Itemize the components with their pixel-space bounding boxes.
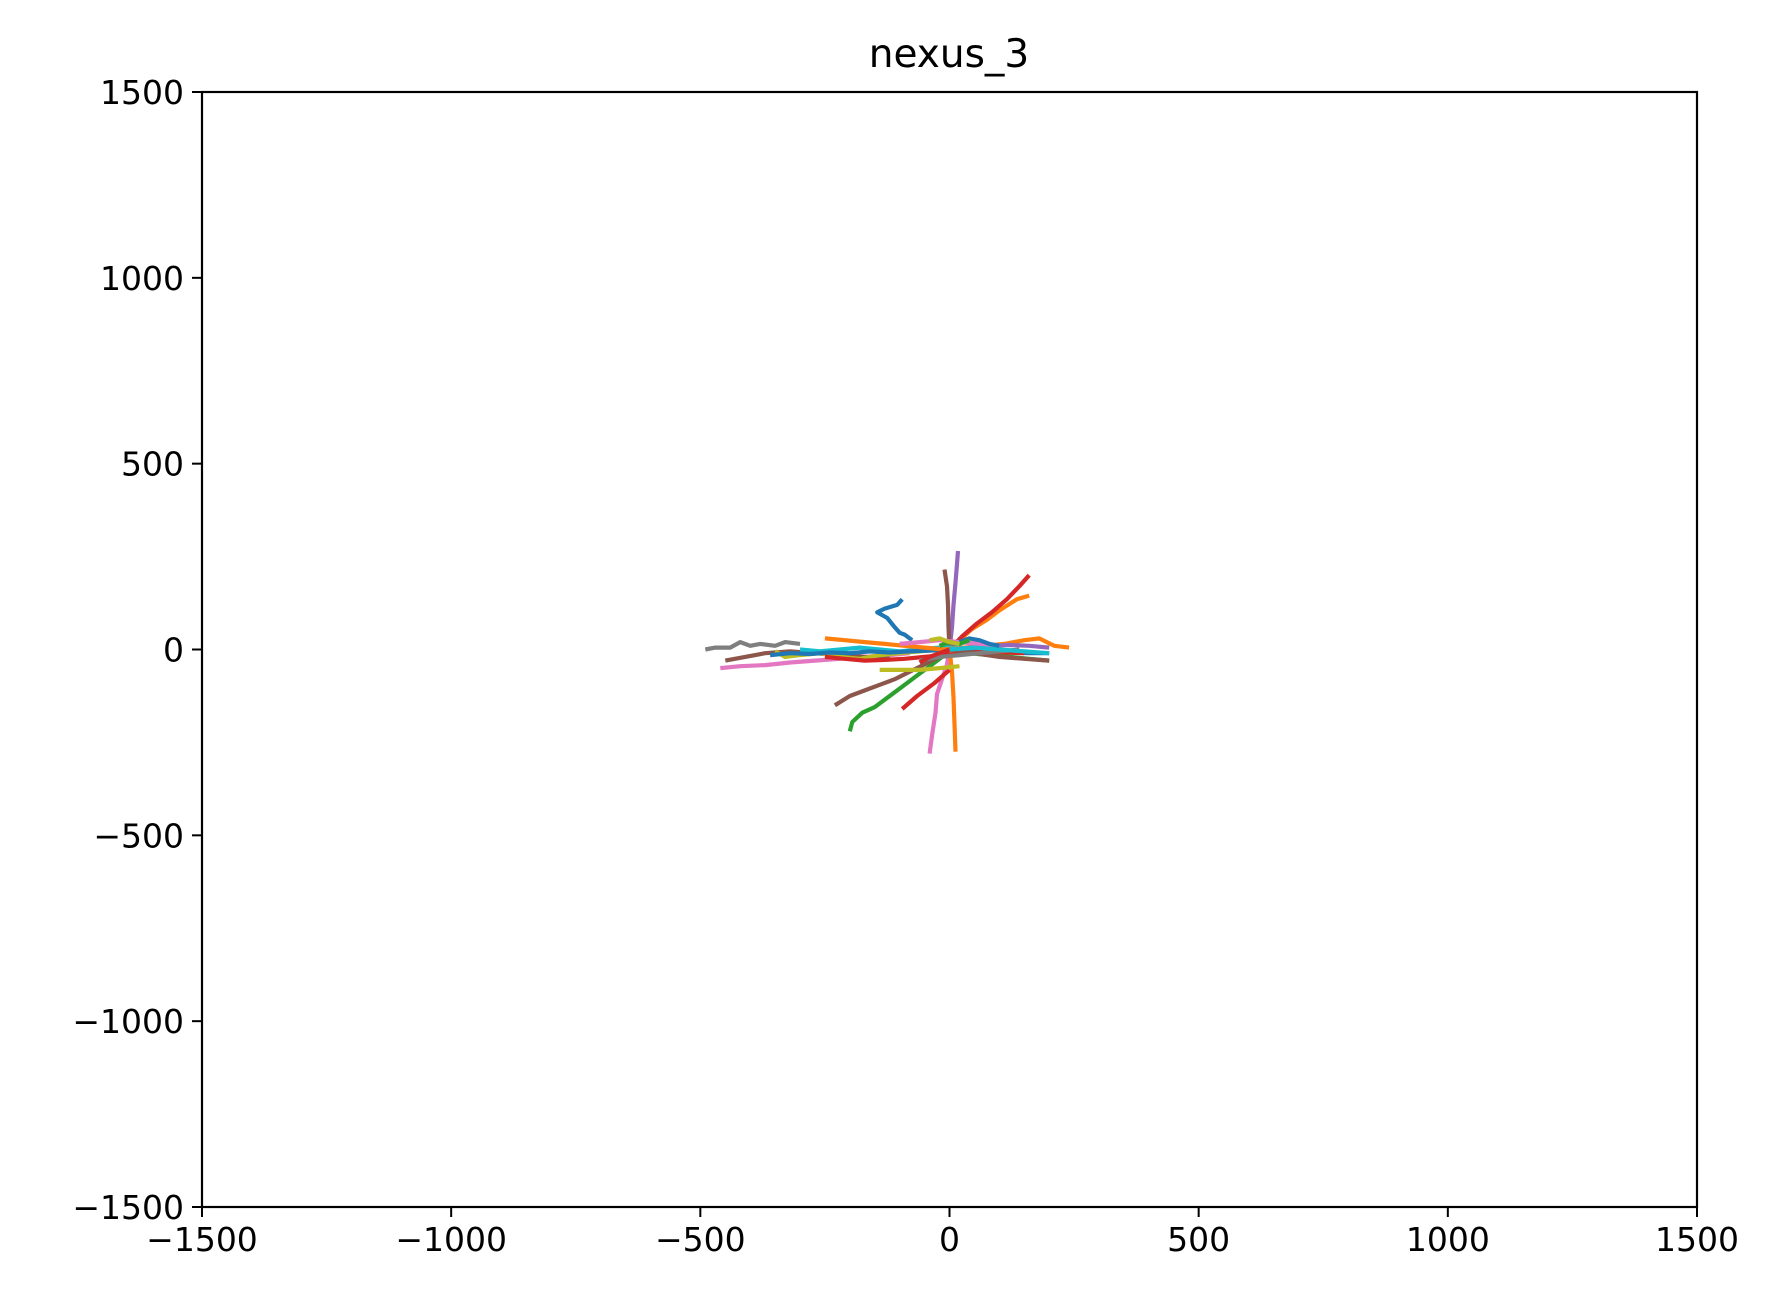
y-tick-label: −500 xyxy=(93,816,184,855)
series-line-7 xyxy=(927,649,952,754)
series-line-12 xyxy=(704,639,801,652)
y-tick-label: 1500 xyxy=(100,73,184,112)
y-tick-label: 500 xyxy=(121,445,184,484)
series-line-29 xyxy=(918,647,951,665)
series-line-1 xyxy=(875,597,914,642)
y-tick-label: 0 xyxy=(163,631,184,670)
plot-area xyxy=(200,90,1699,1209)
series-line-5 xyxy=(947,550,961,650)
x-axis: −1500 −1000 −500 0 500 1000 1500 xyxy=(146,1207,1739,1259)
y-tick-label: −1000 xyxy=(72,1002,184,1041)
series-line-6 xyxy=(942,569,952,650)
x-tick-label: −500 xyxy=(655,1220,746,1259)
x-tick-label: 1500 xyxy=(1655,1220,1739,1259)
series-layer xyxy=(704,550,1070,754)
series-line-25 xyxy=(949,645,1050,656)
y-axis: −1500 −1000 −500 0 500 1000 1500 xyxy=(72,73,202,1227)
chart-title: nexus_3 xyxy=(869,32,1029,77)
x-tick-label: −1000 xyxy=(395,1220,507,1259)
series-line-24 xyxy=(879,664,960,673)
x-tick-label: −1500 xyxy=(146,1220,258,1259)
series-line-21 xyxy=(949,647,1050,663)
series-line-8 xyxy=(947,649,958,752)
x-tick-label: 0 xyxy=(939,1220,960,1259)
y-tick-label: 1000 xyxy=(100,259,184,298)
series-line-4 xyxy=(947,573,1031,651)
series-line-9 xyxy=(900,668,951,711)
x-tick-label: 1000 xyxy=(1406,1220,1490,1259)
y-tick-label: −1500 xyxy=(72,1188,184,1227)
series-line-28 xyxy=(929,636,960,646)
x-tick-label: 500 xyxy=(1167,1220,1230,1259)
